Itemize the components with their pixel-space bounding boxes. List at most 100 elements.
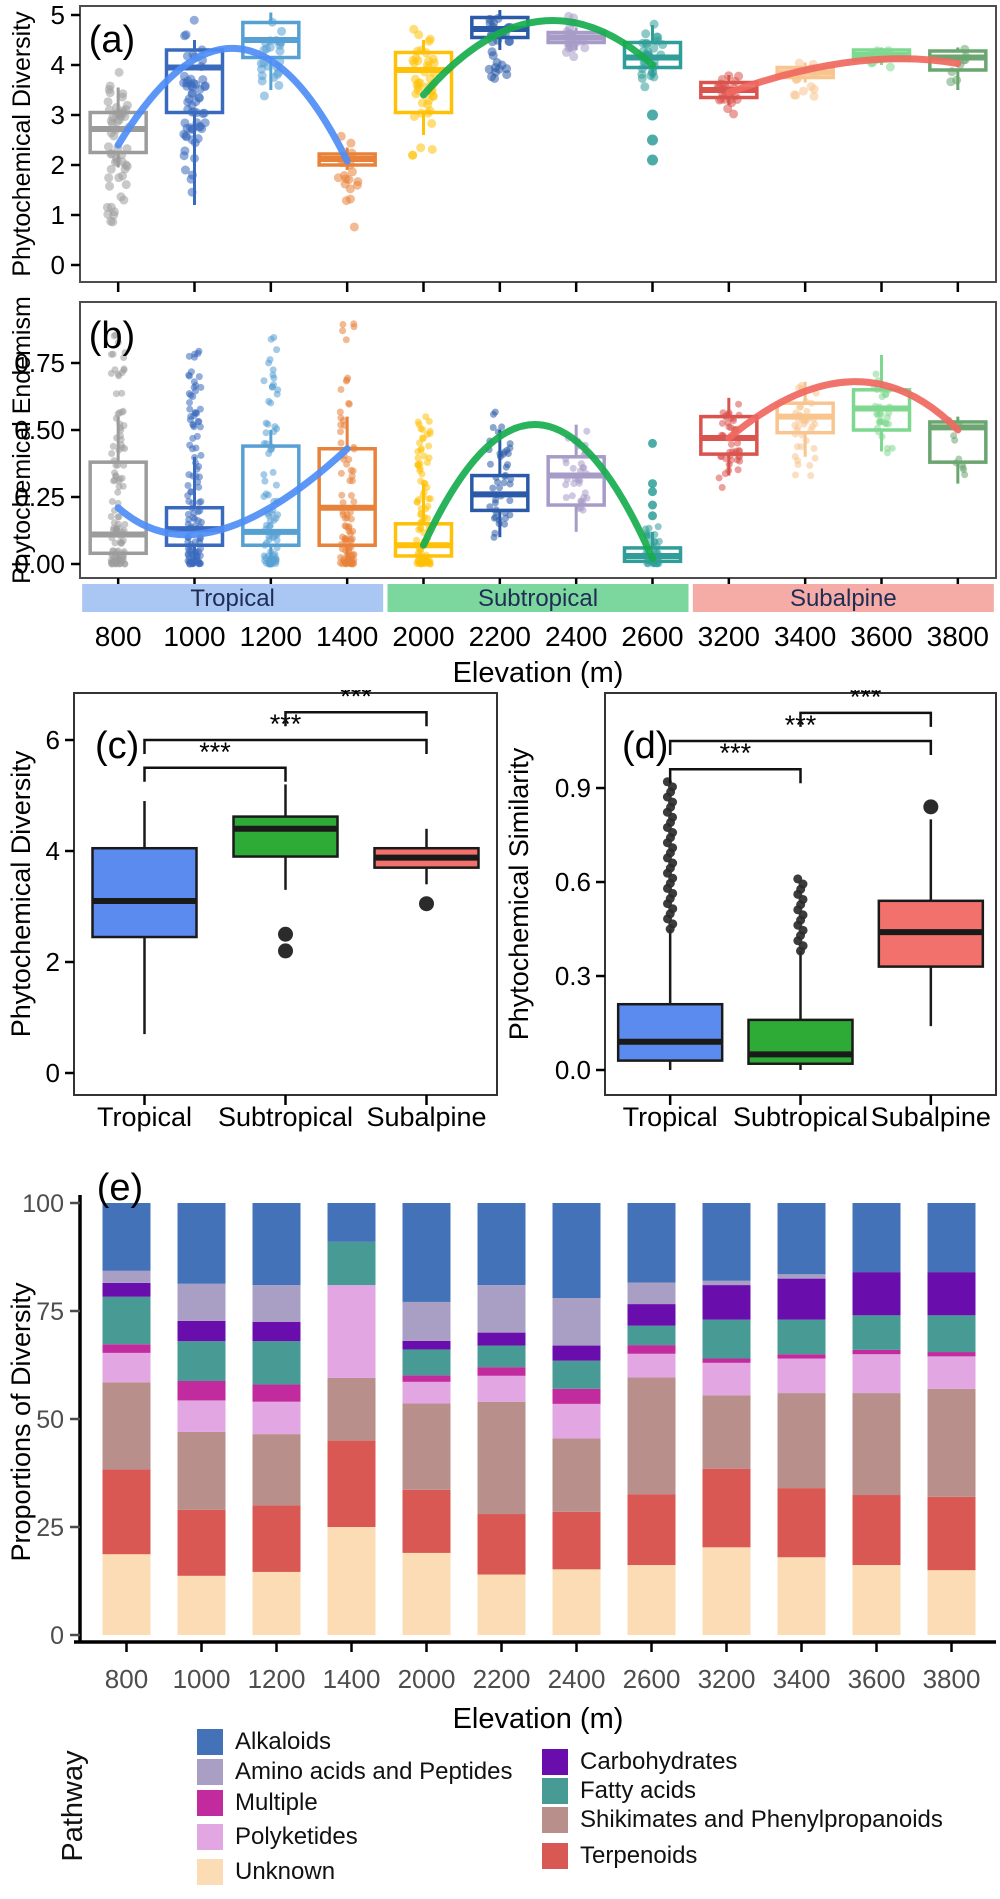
data-point (345, 184, 355, 194)
zone-band: Tropical Subtropical Subalpine (82, 584, 994, 612)
panel-ab-chart: 0 1 2 3 4 5 Phytochemical Diversity (a) 0.00 0.25… (8, 0, 997, 689)
data-point (645, 524, 653, 532)
boxplot-subtropical (747, 874, 854, 1070)
data-point (188, 445, 196, 453)
data-point (654, 523, 662, 531)
data-point (272, 69, 282, 79)
data-point (502, 463, 510, 471)
data-point (116, 192, 126, 202)
data-point (561, 47, 571, 57)
x-tick-label: 1000 (173, 1664, 231, 1694)
bar-segment-terpenoids (927, 1496, 976, 1571)
bar-segment-polyketides (552, 1403, 601, 1439)
panel-a: 0 1 2 3 4 5 Phytochemical Diversity (a) (8, 0, 997, 292)
x-tick-label: 2600 (623, 1664, 681, 1694)
data-point (428, 91, 438, 101)
bar-segment-terpenoids (552, 1511, 601, 1570)
bar-segment-amino-acids-and-peptides (552, 1298, 601, 1346)
significance-stars: *** (199, 737, 231, 767)
data-point (337, 414, 345, 422)
y-axis-title: Proportions of Diversity (6, 1282, 36, 1562)
data-point (872, 370, 880, 378)
data-point (575, 479, 583, 487)
stacked-bar-2600 (627, 1203, 676, 1635)
data-point (337, 469, 345, 477)
y-tick-label: 0 (46, 1058, 60, 1088)
data-point (888, 444, 896, 452)
bar-segment-multiple (702, 1358, 751, 1363)
data-point (105, 81, 115, 91)
data-point (729, 109, 739, 119)
bar-segment-carbohydrates (177, 1320, 226, 1342)
data-point (337, 553, 345, 561)
bar-segment-polyketides (402, 1381, 451, 1404)
trend-curve-subalpine (725, 55, 962, 96)
data-point (266, 521, 274, 529)
data-point (729, 417, 737, 425)
x-tick-label: 3200 (698, 1664, 756, 1694)
x-tick-label: 1200 (248, 1664, 306, 1694)
bar-segment-polyketides (477, 1375, 526, 1402)
bar-segment-fatty-acids (702, 1319, 751, 1359)
bar-segment-alkaloids (777, 1203, 826, 1275)
y-tick-label: 0 (51, 250, 65, 280)
boxplot-2400 (546, 424, 606, 532)
data-point (269, 468, 277, 476)
bar-segment-alkaloids (252, 1203, 301, 1286)
data-point (196, 423, 204, 431)
data-point (583, 427, 591, 435)
data-point (350, 323, 358, 331)
data-point (735, 400, 743, 408)
data-point (183, 76, 193, 86)
legend-title: Pathway (57, 1750, 89, 1862)
data-point (344, 175, 354, 185)
zone-band-subalpine (692, 584, 994, 612)
data-point (718, 483, 726, 491)
bar-segment-amino-acids-and-peptides (777, 1274, 826, 1279)
data-point (339, 320, 347, 328)
y-tick-label: 0.0 (555, 1055, 591, 1085)
x-category-label: Tropical (623, 1102, 718, 1132)
bar-segment-fatty-acids (477, 1345, 526, 1368)
data-point (190, 423, 198, 431)
bar-segment-amino-acids-and-peptides (102, 1270, 151, 1283)
stacked-bar-1400 (327, 1203, 376, 1635)
data-point (264, 491, 272, 499)
bar-segment-multiple (477, 1367, 526, 1376)
data-point (106, 164, 116, 174)
bar-segment-unknown (477, 1574, 526, 1635)
data-point (810, 444, 818, 452)
data-point (343, 460, 351, 468)
outlier-point (647, 154, 658, 166)
data-point (876, 418, 884, 426)
bar-segment-unknown (927, 1570, 976, 1635)
legend-item-carbohydrates: Carbohydrates (542, 1748, 737, 1776)
data-point (180, 146, 190, 156)
bar-segment-carbohydrates (402, 1340, 451, 1350)
unknown-swatch-icon (197, 1859, 223, 1885)
x-tick-label: 3600 (848, 1664, 906, 1694)
bar-segment-fatty-acids (852, 1315, 901, 1350)
data-point (426, 556, 434, 564)
x-tick-label: 3200 (698, 621, 760, 652)
data-point (637, 73, 647, 83)
data-point (108, 497, 116, 505)
data-point (256, 58, 266, 68)
data-point (491, 529, 499, 537)
data-point (345, 522, 353, 530)
boxplot-tropical (616, 777, 724, 1070)
data-point (183, 97, 193, 107)
y-tick-label: 50 (36, 1406, 64, 1434)
data-point (112, 525, 120, 533)
data-point (429, 58, 439, 68)
zone-band-tropical (82, 584, 384, 612)
data-point (264, 420, 272, 428)
bar-segment-terpenoids (327, 1440, 376, 1527)
data-point (265, 359, 273, 367)
data-point (106, 216, 116, 226)
data-point (273, 390, 281, 398)
x-category-label: Subtropical (733, 1102, 868, 1132)
bar-segment-multiple (927, 1352, 976, 1357)
data-point (347, 167, 357, 177)
